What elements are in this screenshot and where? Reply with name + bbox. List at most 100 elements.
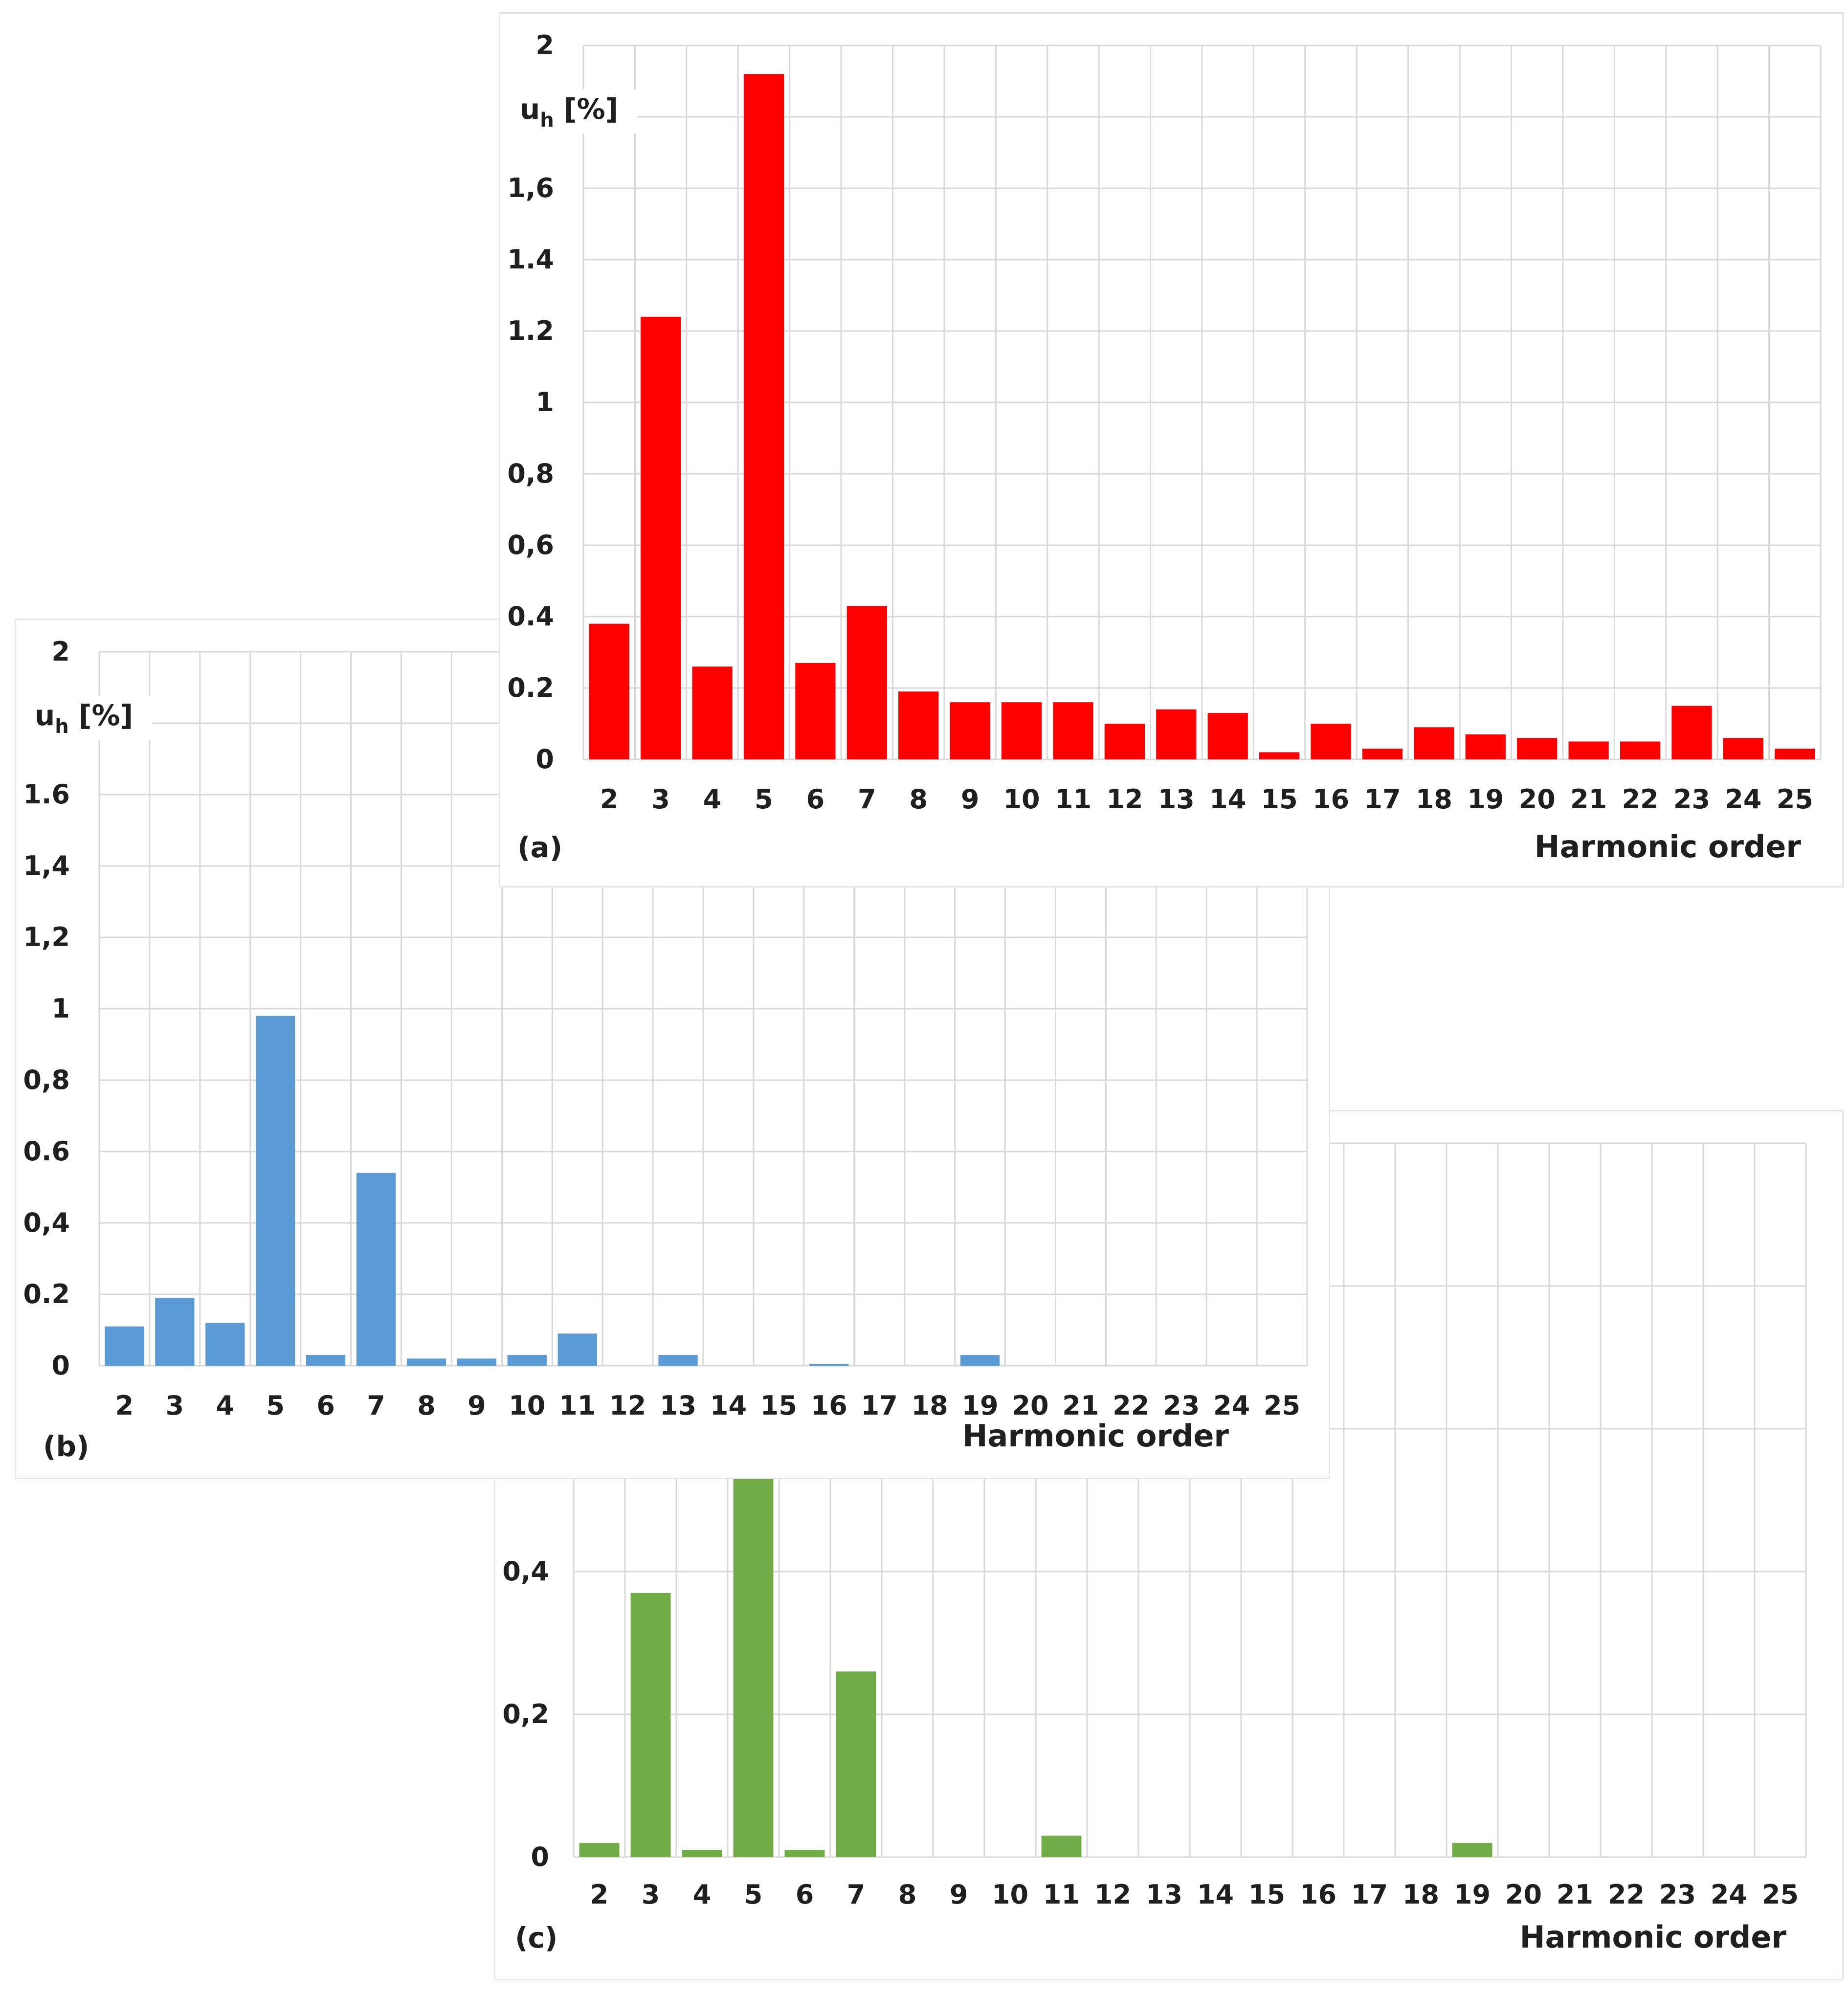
ytick-label: 0.6: [23, 1136, 70, 1167]
ytick-label: 0,6: [507, 530, 554, 560]
bar-a-h9: [950, 702, 990, 759]
xtick-label: 24: [1725, 784, 1761, 815]
chart-a-svg: 00.20.40,60,811.21.41,622 3 4 5 6 7 8 9 10 11 12 13…: [507, 30, 1822, 864]
ytick-label: 1: [535, 387, 554, 418]
xtick-label: 19: [1467, 784, 1504, 815]
bar-b-h16: [809, 1364, 849, 1366]
xtick-label: 4: [693, 1879, 712, 1910]
xtick-label: 11: [1055, 784, 1091, 815]
bar-a-h10: [1001, 702, 1042, 759]
ytick-label: 0: [531, 1841, 549, 1872]
xtick-label: 18: [1416, 784, 1452, 815]
xtick-label: 21: [1557, 1879, 1593, 1910]
xtick-label: 18: [1403, 1879, 1439, 1910]
bar-a-h8: [898, 691, 939, 759]
x-axis-title: Harmonic order: [1535, 829, 1802, 864]
bar-a-h21: [1568, 741, 1609, 759]
xtick-label: 16: [1300, 1879, 1336, 1910]
ytick-label: 1.4: [507, 244, 554, 275]
xtick-label: 25: [1762, 1879, 1799, 1910]
ytick-label: 0,4: [23, 1207, 70, 1238]
xtick-label: 12: [1094, 1879, 1131, 1910]
xtick-label: 8: [417, 1390, 436, 1421]
xtick-label: 14: [1209, 784, 1246, 815]
xtick-label: 20: [1505, 1879, 1542, 1910]
xtick-label: 22: [1622, 784, 1658, 815]
bar-a-h23: [1671, 706, 1712, 759]
ylabel-bg: [515, 89, 637, 133]
ylabel-bg: [30, 696, 152, 740]
xtick-label: 16: [1313, 784, 1349, 815]
xtick-label: 5: [744, 1879, 763, 1910]
xtick-label: 12: [609, 1390, 646, 1421]
xtick-label: 11: [559, 1390, 596, 1421]
xtick-label: 19: [1454, 1879, 1491, 1910]
xtick-label: 14: [1197, 1879, 1234, 1910]
xtick-label: 2: [600, 784, 619, 815]
bar-a-h17: [1362, 749, 1403, 759]
ytick-label: 1.6: [23, 779, 70, 810]
ytick-label: 0.2: [507, 672, 554, 703]
xtick-label: 3: [166, 1390, 184, 1421]
ytick-label: 0.4: [507, 601, 554, 632]
xtick-label: 7: [367, 1390, 385, 1421]
xtick-label: 8: [909, 784, 928, 815]
xtick-label: 4: [703, 784, 722, 815]
xtick-label: 19: [961, 1390, 998, 1421]
x-axis-title: Harmonic order: [962, 1418, 1229, 1454]
xtick-label: 9: [950, 1879, 968, 1910]
bar-b-h4: [205, 1323, 245, 1366]
xtick-label: 13: [1158, 784, 1195, 815]
xtick-label: 7: [847, 1879, 866, 1910]
bar-a-h25: [1775, 749, 1815, 759]
bar-b-h5: [256, 1016, 295, 1366]
ytick-label: 2: [535, 30, 554, 61]
ytick-label: 0.2: [23, 1279, 70, 1309]
xtick-label: 17: [1351, 1879, 1388, 1910]
xtick-label: 2: [590, 1879, 609, 1910]
bar-b-h10: [507, 1355, 547, 1366]
xtick-label: 15: [1248, 1879, 1285, 1910]
xtick-label: 21: [1062, 1390, 1099, 1421]
xtick-label: 3: [651, 784, 670, 815]
xtick-label: 23: [1659, 1879, 1696, 1910]
bar-b-h8: [406, 1358, 446, 1366]
bar-a-h3: [641, 316, 681, 759]
bar-a-h24: [1723, 738, 1763, 759]
xtick-label: 6: [796, 1879, 814, 1910]
bar-a-h22: [1620, 741, 1661, 759]
bar-b-h2: [105, 1326, 144, 1366]
xtick-label: 20: [1012, 1390, 1048, 1421]
panel-label: (b): [43, 1430, 89, 1463]
bar-b-h9: [457, 1358, 497, 1366]
bar-a-h6: [795, 663, 836, 759]
ytick-label: 1,6: [507, 173, 554, 203]
bar-c-h3: [630, 1593, 671, 1857]
xtick-label: 9: [468, 1390, 486, 1421]
bar-b-h13: [658, 1355, 698, 1366]
ytick-label: 0,8: [507, 458, 554, 489]
ytick-label: 2: [51, 636, 70, 667]
bar-b-h3: [155, 1298, 195, 1366]
xtick-label: 11: [1043, 1879, 1080, 1910]
bar-c-h4: [682, 1850, 722, 1857]
xtick-label: 24: [1213, 1390, 1250, 1421]
xtick-label: 14: [710, 1390, 747, 1421]
bar-c-h2: [579, 1842, 620, 1857]
xtick-label: 2: [115, 1390, 134, 1421]
ytick-label: 1,2: [23, 922, 70, 953]
xtick-label: 23: [1673, 784, 1710, 815]
xtick-label: 16: [811, 1390, 847, 1421]
xtick-label: 12: [1106, 784, 1143, 815]
xtick-label: 6: [806, 784, 825, 815]
bar-a-h5: [743, 74, 784, 759]
y-axis-label: uh [%]: [35, 699, 133, 738]
bar-a-h11: [1053, 702, 1093, 759]
ytick-label: 0,8: [23, 1064, 70, 1095]
xtick-label: 13: [1146, 1879, 1182, 1910]
xtick-label: 25: [1264, 1390, 1300, 1421]
xtick-label: 10: [992, 1879, 1028, 1910]
bar-a-h18: [1414, 727, 1454, 759]
chart-b-svg: 00.20,40.60,811,21,41.622 3 4 5 6 7 8 9 10 11 12 13…: [23, 636, 1308, 1463]
bar-a-h15: [1259, 752, 1300, 759]
